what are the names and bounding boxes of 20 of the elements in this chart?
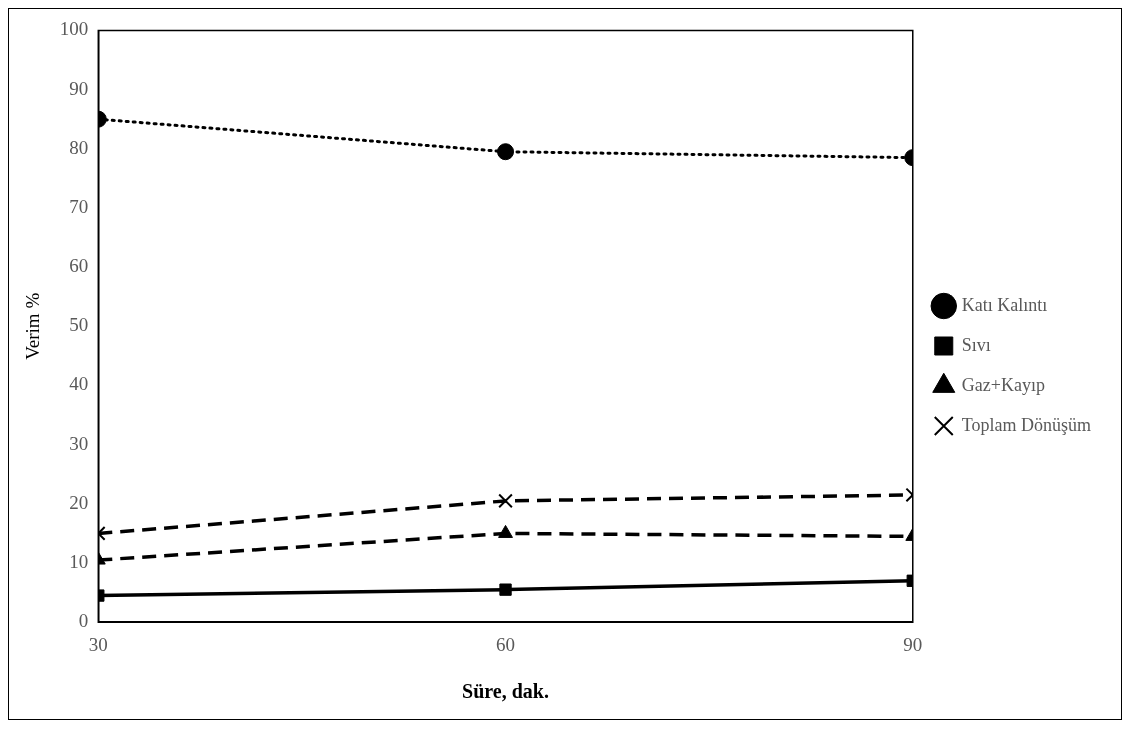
y-tick-label: 10 <box>69 551 89 572</box>
y-tick-label: 50 <box>69 314 89 336</box>
y-tick-label: 40 <box>69 373 89 395</box>
x-axis-title: Süre, dak. <box>462 680 549 703</box>
y-tick-label: 100 <box>59 18 89 40</box>
y-tick-label: 70 <box>69 195 89 217</box>
y-tick-label: 20 <box>69 491 89 513</box>
x-tick-label: 90 <box>903 633 923 655</box>
legend-label: Gaz+Kayıp <box>961 374 1045 395</box>
y-axis-title: Verim % <box>22 292 44 360</box>
legend-label: Sıvı <box>961 334 991 355</box>
legend-label: Katı Kalıntı <box>961 294 1048 315</box>
y-tick-label: 90 <box>69 77 89 99</box>
x-tick-label: 30 <box>88 633 108 655</box>
x-tick-label: 60 <box>496 633 516 655</box>
legend-label: Toplam Dönüşüm <box>961 414 1091 435</box>
y-tick-label: 30 <box>69 432 89 454</box>
y-tick-label: 0 <box>78 610 89 632</box>
y-tick-label: 60 <box>69 255 89 277</box>
y-tick-label: 80 <box>69 136 89 158</box>
